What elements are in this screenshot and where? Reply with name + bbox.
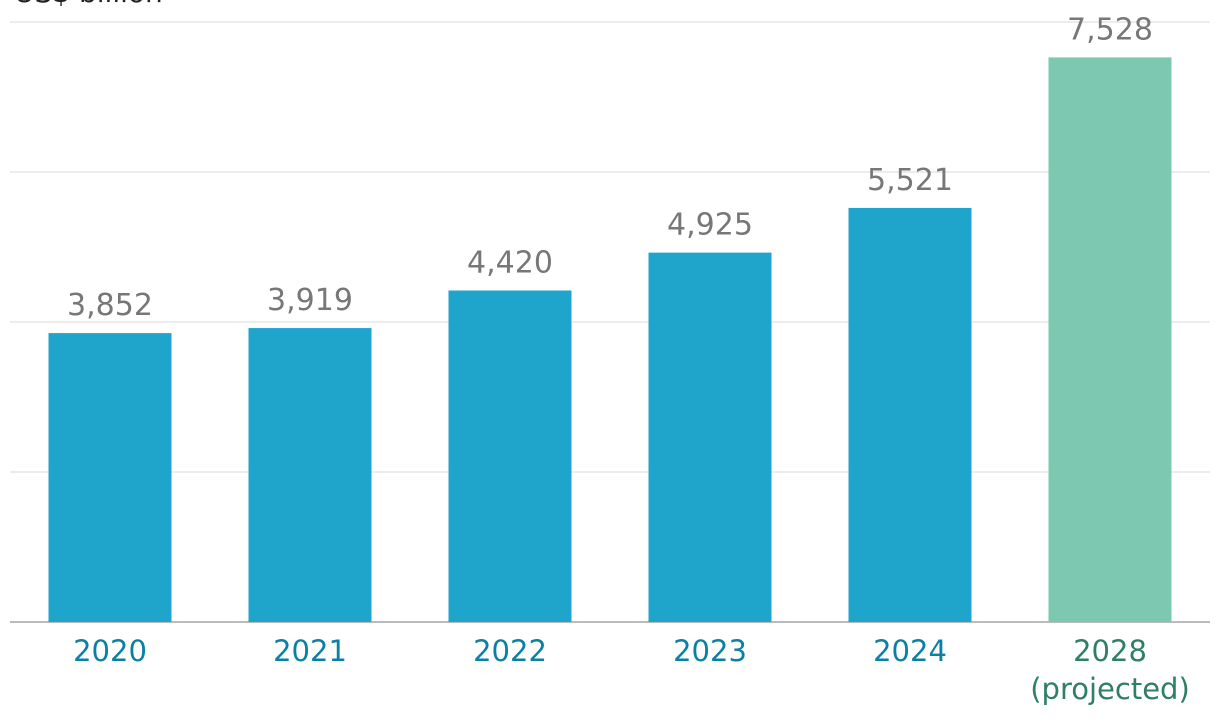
x-tick-label: 2023 (673, 634, 747, 668)
axis-label: US$ billion (14, 0, 163, 9)
x-tick-label: 2028 (projected) (1030, 634, 1190, 706)
bar (448, 290, 572, 622)
x-tick-label: 2024 (873, 634, 947, 668)
bar (1048, 57, 1172, 622)
x-tick-label: 2022 (473, 634, 547, 668)
value-label: 3,852 (67, 288, 153, 323)
bar (48, 333, 172, 622)
value-label: 4,420 (467, 246, 553, 281)
value-label: 3,919 (267, 283, 353, 318)
bar (848, 207, 972, 623)
value-label: 7,528 (1067, 12, 1153, 47)
bar (648, 252, 772, 622)
x-tick-label: 2021 (273, 634, 347, 668)
bar (248, 328, 372, 622)
value-label: 5,521 (867, 163, 953, 198)
x-tick-label: 2020 (73, 634, 147, 668)
value-label: 4,925 (667, 208, 753, 243)
